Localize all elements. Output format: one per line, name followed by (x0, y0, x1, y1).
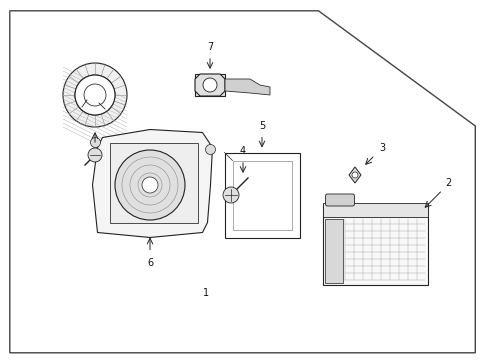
Polygon shape (322, 205, 427, 285)
Circle shape (63, 63, 127, 127)
Text: 8: 8 (92, 149, 98, 159)
Bar (322, 203, 427, 217)
Polygon shape (349, 167, 361, 183)
Bar (224, 153, 299, 238)
Polygon shape (225, 79, 270, 95)
Circle shape (115, 150, 185, 220)
Text: 7: 7 (207, 42, 213, 52)
Circle shape (203, 78, 217, 92)
Circle shape (75, 75, 115, 115)
Circle shape (205, 144, 216, 154)
Text: 2: 2 (445, 178, 452, 188)
Text: 4: 4 (240, 146, 246, 156)
Bar (324, 219, 343, 283)
Bar (232, 161, 292, 230)
Bar (195, 74, 225, 96)
Text: 1: 1 (203, 288, 209, 298)
Polygon shape (93, 130, 213, 238)
Circle shape (142, 177, 158, 193)
Circle shape (223, 187, 239, 203)
Circle shape (352, 172, 358, 178)
Circle shape (88, 148, 102, 162)
Text: 3: 3 (379, 143, 385, 153)
Circle shape (91, 138, 100, 148)
Polygon shape (195, 74, 225, 96)
Circle shape (75, 75, 115, 115)
Text: 6: 6 (147, 257, 153, 267)
FancyBboxPatch shape (325, 194, 354, 206)
Text: 5: 5 (259, 121, 265, 131)
Polygon shape (109, 143, 197, 222)
